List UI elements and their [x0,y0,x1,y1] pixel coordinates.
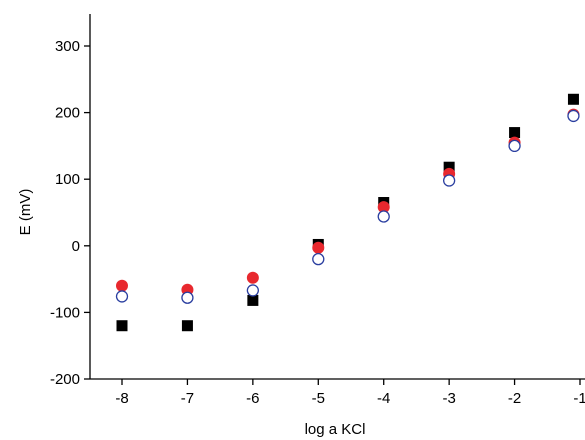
square-point [247,294,259,306]
x-tick-label: -7 [181,390,194,407]
open-circle-point [246,284,260,297]
x-axis-title: log a KCl [305,421,366,438]
x-tick-label: -5 [312,390,325,407]
square-point [509,127,521,139]
y-tick-label: 0 [72,238,80,255]
filled-circle-point [312,241,325,254]
open-circle-point [377,210,390,223]
x-tick-label: -1 [573,390,585,407]
open-circle-point [181,291,194,304]
y-axis-title: E (mV) [17,189,34,236]
open-circle-point [312,252,325,266]
open-circle-point [567,109,580,123]
tick-group: -200 -100 0 100 200 300 -8 -7 -6 -5 -4 -3 -2 -1 [50,38,585,407]
y-tick-label: 100 [55,171,80,188]
square-point [567,93,579,105]
open-circle-point [115,290,129,303]
open-circle-point [442,174,456,187]
filled-circle-point [377,201,390,214]
filled-circle-point [116,279,128,292]
x-tick-label: -2 [508,390,521,407]
data-points [115,93,580,332]
square-point [116,320,128,332]
y-tick-label: -200 [50,371,80,388]
filled-circle-point [246,271,259,284]
open-circle-point [508,139,521,153]
square-point [181,320,193,332]
y-tick-label: 200 [55,105,80,122]
y-tick-label: -100 [50,304,80,321]
x-tick-label: -4 [377,390,390,407]
x-tick-label: -8 [115,390,128,407]
x-tick-label: -6 [246,390,259,407]
x-tick-label: -3 [442,390,455,407]
axes [89,14,585,380]
square-point [443,161,455,173]
y-tick-label: 300 [55,38,80,55]
